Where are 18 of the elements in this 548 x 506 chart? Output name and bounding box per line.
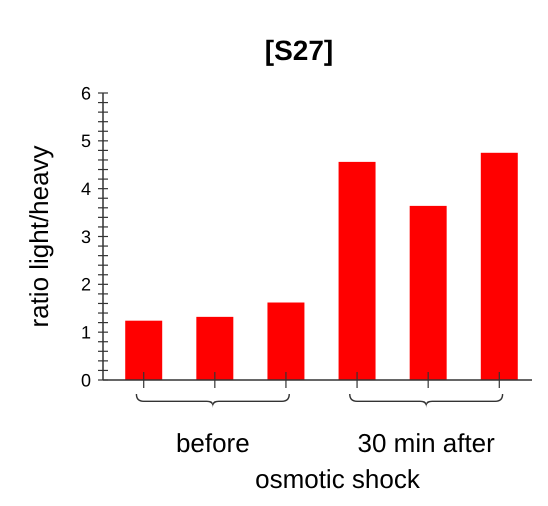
y-tick-label: 2: [80, 274, 91, 295]
bar: [338, 162, 376, 380]
y-tick-label: 6: [80, 83, 91, 104]
y-tick-label: 5: [80, 131, 91, 152]
text: 30 min after: [358, 428, 496, 458]
chart-title: [S27]: [264, 35, 334, 66]
bar: [267, 302, 304, 380]
bar: [410, 206, 447, 380]
bar: [125, 320, 162, 380]
y-tick-label: 1: [80, 322, 91, 342]
text: before: [176, 428, 250, 458]
y-axis-title: ratio light/heavy: [24, 145, 54, 328]
bar: [480, 152, 518, 380]
y-tick-label: 4: [80, 178, 91, 199]
y-tick-label: 0: [80, 370, 91, 390]
bar: [196, 316, 234, 380]
y-tick-label: 3: [80, 226, 91, 247]
x-axis-title: osmotic shock: [255, 464, 421, 494]
